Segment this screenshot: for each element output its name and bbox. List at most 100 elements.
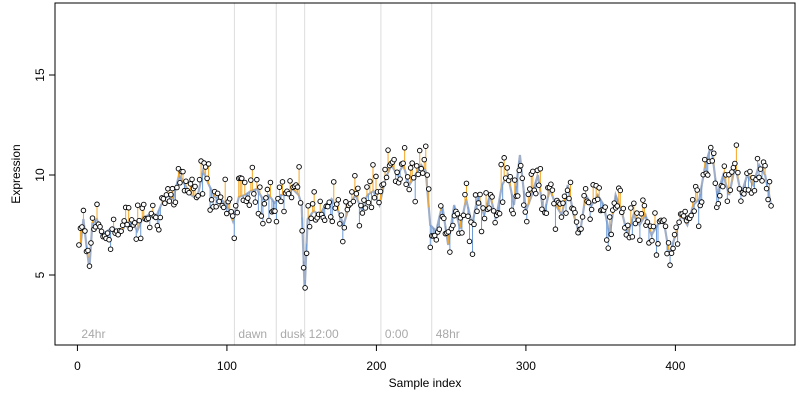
sample-point	[465, 213, 471, 219]
sample-point	[543, 210, 550, 216]
sample-point	[89, 215, 96, 221]
sample-point	[343, 199, 349, 205]
sample-point	[585, 199, 592, 206]
sample-point	[522, 209, 529, 215]
sample-point	[335, 197, 342, 203]
sample-point	[460, 212, 467, 219]
sample-point	[634, 210, 640, 216]
sample-point	[527, 186, 533, 192]
sample-point	[98, 228, 105, 235]
sample-point	[620, 205, 627, 212]
sample-point	[766, 178, 773, 185]
sample-point	[403, 181, 409, 188]
sample-point	[533, 190, 539, 197]
sample-point	[85, 247, 91, 254]
sample-point	[371, 194, 378, 201]
sample-point	[394, 169, 400, 176]
y-axis-label: Expression	[9, 144, 23, 203]
sample-point	[281, 208, 287, 215]
sample-point	[401, 145, 408, 151]
sample-point	[355, 185, 361, 192]
sample-point	[578, 226, 584, 232]
sample-point	[380, 181, 387, 187]
sample-point	[605, 245, 611, 251]
sample-point	[306, 223, 313, 230]
sample-point	[436, 226, 443, 233]
sample-point	[638, 210, 645, 217]
sample-point	[747, 168, 753, 175]
sample-point	[285, 191, 292, 197]
sample-point	[588, 206, 595, 213]
sample-point	[711, 150, 717, 156]
sample-point	[288, 194, 295, 201]
sample-point	[667, 262, 673, 268]
x-tick-label: 400	[665, 359, 685, 373]
x-tick-label: 0	[74, 359, 81, 373]
sample-point	[220, 204, 227, 211]
sample-point	[308, 215, 314, 222]
sample-point	[252, 199, 259, 205]
sample-point	[223, 210, 230, 217]
sample-point	[272, 208, 278, 214]
sample-point	[350, 198, 357, 205]
sample-point	[189, 176, 195, 183]
sample-point	[606, 214, 613, 220]
sample-point	[698, 199, 705, 205]
sample-point	[382, 166, 388, 173]
sample-point	[192, 183, 198, 190]
sample-point	[125, 205, 132, 211]
sample-point	[475, 200, 482, 206]
sample-point	[665, 240, 672, 246]
sample-point	[109, 226, 115, 232]
sample-point	[474, 208, 480, 215]
sample-point	[249, 164, 256, 171]
sample-point	[82, 228, 88, 234]
sample-point	[358, 202, 364, 209]
sample-point	[481, 215, 488, 222]
sample-point	[673, 224, 679, 231]
sample-point	[486, 205, 492, 211]
sample-point	[762, 162, 768, 169]
sample-point	[496, 210, 503, 217]
sample-point	[415, 171, 421, 178]
sample-point	[426, 186, 432, 192]
plot-frame	[54, 2, 796, 346]
sample-point	[246, 202, 253, 208]
sample-point	[264, 186, 271, 193]
sample-point	[367, 178, 373, 185]
sample-point	[594, 196, 601, 203]
sample-point	[566, 195, 572, 202]
sample-point	[169, 185, 176, 192]
sample-point	[423, 143, 429, 149]
sample-point	[721, 163, 728, 169]
sample-point	[368, 204, 375, 211]
sample-points	[76, 142, 774, 291]
sample-point	[424, 172, 431, 178]
sample-point	[404, 174, 411, 180]
sample-point	[412, 198, 418, 205]
sample-point	[631, 200, 637, 207]
sample-point	[263, 195, 269, 201]
sample-point	[632, 220, 639, 227]
sample-point	[572, 209, 578, 216]
sample-point	[603, 237, 610, 243]
sample-point	[242, 179, 248, 186]
sample-point	[305, 203, 311, 209]
sample-point	[204, 175, 210, 182]
sample-point	[397, 176, 403, 182]
period-label: 0:00	[385, 327, 409, 341]
sample-point	[364, 184, 370, 190]
sample-point	[625, 222, 631, 229]
sample-point	[326, 199, 332, 206]
sample-point	[704, 172, 711, 178]
sample-point	[361, 197, 367, 203]
sample-point	[419, 170, 426, 176]
sample-point	[300, 265, 307, 271]
sample-point	[183, 178, 189, 185]
sample-point	[321, 217, 328, 224]
sample-point	[356, 222, 363, 229]
sample-point	[537, 166, 544, 172]
sample-point	[628, 205, 634, 211]
sample-point	[614, 203, 621, 209]
